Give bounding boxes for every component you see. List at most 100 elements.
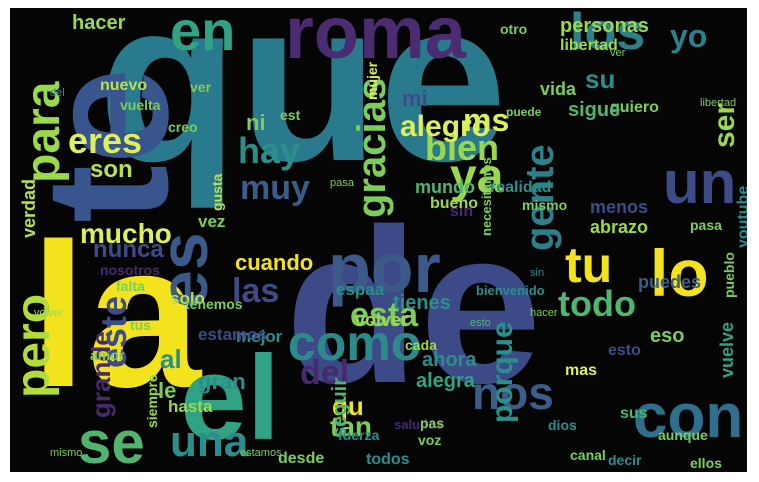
cloud-word: bueno [430,195,478,212]
cloud-word: ver [190,79,212,95]
cloud-word: falta [116,278,145,294]
cloud-word: vuelta [120,97,161,113]
cloud-word: nunca [93,236,164,263]
cloud-word: vida [540,79,577,99]
cloud-word: un [663,149,737,216]
cloud-word: bienvenido [476,283,545,298]
cloud-word: nosotros [100,262,160,278]
cloud-word: ya [450,150,504,203]
cloud-word: realidad [490,179,552,196]
cloud-word: mi [402,86,428,111]
cloud-word: mucho [80,218,172,249]
cloud-word: eso [650,325,685,347]
cloud-word: todo [558,283,636,324]
cloud-word: pueblo [721,252,737,298]
cloud-word: en [170,8,236,62]
cloud-word: youtube [735,185,747,248]
cloud-word: personas [560,15,649,37]
cloud-word: nuevo [100,77,148,94]
cloud-word: alegro [400,110,491,143]
cloud-word: voz [418,432,442,448]
cloud-word: hacer [72,12,126,34]
cloud-word: estamos [240,447,282,459]
cloud-word: vez [198,212,226,231]
cloud-word: son [90,156,133,183]
cloud-word: lo [650,236,709,310]
cloud-word: su [585,64,616,94]
cloud-word: tan [330,411,372,442]
cloud-word: una [170,417,249,466]
cloud-word: esto [470,317,491,329]
cloud-word: sigue [568,99,621,121]
cloud-word: porque [486,321,519,423]
cloud-word: eres [68,120,143,161]
cloud-word: hasta [168,397,213,416]
cloud-word: roma [285,8,466,74]
cloud-word: ahora [422,349,477,371]
cloud-word: del [50,87,65,99]
cloud-word: que [98,8,507,209]
cloud-word: estamos [198,325,267,344]
cloud-word: todos [366,451,410,468]
cloud-word: la [30,201,201,430]
cloud-word: del [300,354,350,392]
cloud-word: hacer [530,307,558,319]
cloud-word: ms [463,102,510,138]
cloud-word: como [288,315,422,371]
cloud-word: abrazo [590,217,649,237]
cloud-word: por [328,229,441,307]
cloud-word: los [570,8,646,61]
cloud-word: saludos [394,417,444,432]
cloud-word: libertad [560,37,618,54]
cloud-word: sus [620,405,648,422]
cloud-word: esto [608,342,641,359]
cloud-word: le [158,378,177,403]
cloud-word: qu [332,391,364,421]
cloud-word: gusta [209,173,225,211]
cloud-word: las [232,272,280,310]
cloud-word: menos [590,197,649,217]
cloud-word: creo [168,119,198,135]
cloud-word: ellos [690,455,722,471]
cloud-word: se [78,409,145,473]
cloud-word: volver [34,307,64,319]
cloud-word: otro [500,21,528,37]
cloud-word: volver [355,310,409,330]
cloud-word: mujer [364,61,380,100]
cloud-word: amor [90,347,125,363]
cloud-word: sin [450,203,474,220]
cloud-word: tienes [393,292,451,314]
cloud-word: aunque [658,427,708,443]
cloud-word: al [160,344,182,374]
cloud-word: necesitamos [479,157,494,236]
cloud-word: ni [246,110,266,135]
cloud-word: puede [506,105,542,119]
cloud-word: quiero [610,99,659,116]
cloud-word: est [280,107,301,123]
cloud-word: pas [420,415,445,431]
cloud-word: libertad [700,97,737,109]
word-cloud: que de la el te lo por en roma los para … [10,8,747,472]
cloud-word: gran [198,369,246,394]
cloud-word: nos [472,367,554,419]
cloud-word: canal [570,447,606,463]
cloud-word: vuelve [717,321,737,378]
cloud-word: ver [610,47,626,59]
cloud-word: puedes [638,272,702,292]
cloud-word: fuerza [338,427,380,443]
cloud-word: alegra [416,370,475,392]
cloud-word: solo [170,289,205,308]
cloud-word: muy [240,169,310,207]
cloud-word: decir [608,452,642,468]
cloud-word: mas [565,362,598,379]
cloud-word: pasa [690,217,722,233]
cloud-word: mismo [522,197,568,213]
cloud-word: bien [425,127,500,168]
cloud-word: cada [405,337,437,353]
cloud-word: mejor [236,327,283,346]
cloud-word: siempre [144,374,160,428]
cloud-word: pasa [330,177,354,189]
cloud-word: tu [565,237,613,293]
cloud-word: dios [548,417,577,433]
cloud-word: tus [130,317,151,333]
